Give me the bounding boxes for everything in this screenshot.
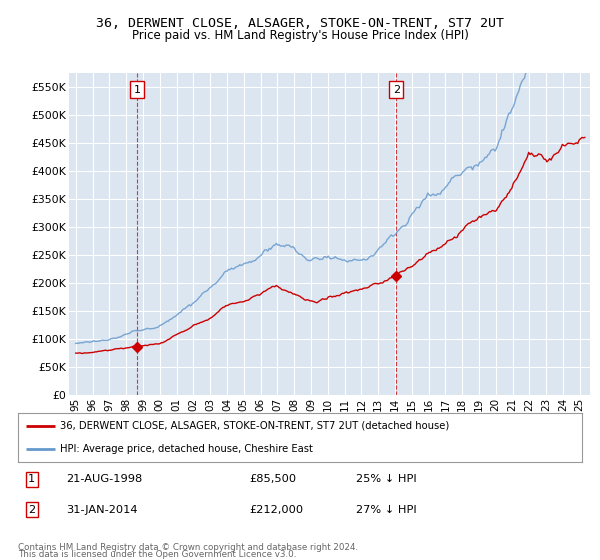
Text: 2: 2 [28, 505, 35, 515]
Text: 2: 2 [393, 85, 400, 95]
Text: 21-AUG-1998: 21-AUG-1998 [66, 474, 142, 484]
Text: 1: 1 [133, 85, 140, 95]
Text: 1: 1 [28, 474, 35, 484]
Text: £85,500: £85,500 [249, 474, 296, 484]
Text: Contains HM Land Registry data © Crown copyright and database right 2024.: Contains HM Land Registry data © Crown c… [18, 543, 358, 552]
Text: £212,000: £212,000 [249, 505, 304, 515]
Text: 31-JAN-2014: 31-JAN-2014 [66, 505, 137, 515]
Text: 25% ↓ HPI: 25% ↓ HPI [356, 474, 417, 484]
Text: Price paid vs. HM Land Registry's House Price Index (HPI): Price paid vs. HM Land Registry's House … [131, 29, 469, 42]
Text: This data is licensed under the Open Government Licence v3.0.: This data is licensed under the Open Gov… [18, 550, 296, 559]
Text: 36, DERWENT CLOSE, ALSAGER, STOKE-ON-TRENT, ST7 2UT: 36, DERWENT CLOSE, ALSAGER, STOKE-ON-TRE… [96, 17, 504, 30]
Text: HPI: Average price, detached house, Cheshire East: HPI: Average price, detached house, Ches… [60, 444, 313, 454]
Text: 36, DERWENT CLOSE, ALSAGER, STOKE-ON-TRENT, ST7 2UT (detached house): 36, DERWENT CLOSE, ALSAGER, STOKE-ON-TRE… [60, 421, 449, 431]
Text: 27% ↓ HPI: 27% ↓ HPI [356, 505, 417, 515]
